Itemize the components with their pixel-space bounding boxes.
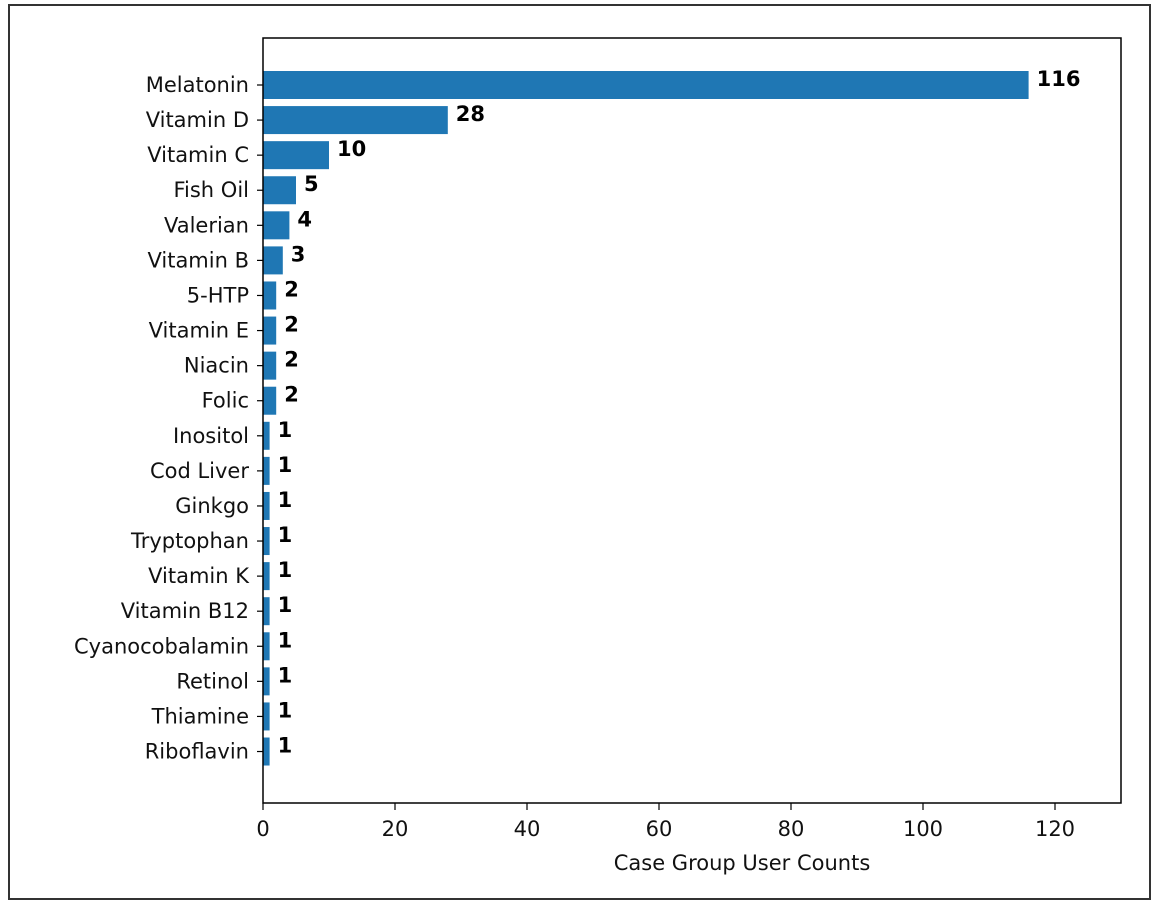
bar [263,281,277,310]
x-tick-label: 100 [903,817,943,841]
x-axis-title: Case Group User Counts [614,851,871,875]
value-label: 1 [278,453,293,477]
category-label: 5-HTP [187,283,249,307]
value-label: 1 [278,628,293,652]
value-label: 2 [284,277,299,301]
x-tick-label: 0 [256,817,269,841]
value-label: 2 [284,383,299,407]
plot-area-frame [262,37,1122,804]
value-label: 1 [278,663,293,687]
x-tick-label: 60 [646,817,673,841]
category-label: Riboflavin [145,740,249,764]
bar [263,491,270,520]
category-label: Vitamin C [147,143,249,167]
value-labels-group: 116 28 10 5 4 3 2 2 2 2 1 1 1 1 1 1 1 1 1 1 [278,67,1081,758]
x-tick-label: 20 [382,817,409,841]
bar [263,667,270,696]
bar [263,527,270,556]
category-label: Retinol [176,669,249,693]
bar [263,456,270,485]
bars-group [263,71,1029,766]
bar [263,702,270,731]
value-label: 1 [278,523,293,547]
x-tick-label: 120 [1035,817,1075,841]
bar [263,71,1029,99]
category-labels-group: Melatonin Vitamin D Vitamin C Fish Oil Valer… [74,73,250,764]
value-label: 3 [291,242,306,266]
bar [263,421,270,450]
value-label: 1 [278,558,293,582]
x-tick-label: 40 [514,817,541,841]
value-label: 1 [278,698,293,722]
bar [263,562,270,591]
category-label: Vitamin B [147,248,249,272]
value-label: 116 [1037,67,1081,91]
value-label: 2 [284,313,299,337]
bar [263,632,270,661]
value-label: 1 [278,488,293,512]
value-label: 1 [278,418,293,442]
value-label: 4 [297,207,312,231]
bar [263,737,270,766]
category-label: Inositol [173,424,249,448]
x-ticks-group: 0 20 40 60 80 100 120 [256,84,1075,841]
category-label: Tryptophan [130,529,249,553]
category-label: Cod Liver [150,459,249,483]
category-label: Folic [202,389,249,413]
category-label: Thiamine [151,704,249,728]
bar [263,316,277,345]
category-label: Vitamin B12 [121,599,249,623]
category-label: Vitamin E [149,319,249,343]
bar [263,597,270,626]
bar [263,351,277,380]
bar [263,246,283,275]
category-label: Vitamin K [148,564,250,588]
bar [263,386,277,415]
category-label: Melatonin [146,73,249,97]
value-label: 10 [337,137,366,161]
category-label: Fish Oil [173,178,249,202]
value-label: 1 [278,734,293,758]
category-label: Ginkgo [175,494,249,518]
bar [263,106,448,135]
category-label: Niacin [184,354,249,378]
bar [263,211,290,240]
bar [263,141,329,170]
value-label: 5 [304,172,319,196]
bar [263,176,296,205]
category-label: Cyanocobalamin [74,634,249,658]
value-label: 1 [278,593,293,617]
figure-frame [8,4,1151,900]
category-label: Valerian [164,213,249,237]
value-label: 28 [456,102,485,126]
category-label: Vitamin D [146,108,249,132]
value-label: 2 [284,348,299,372]
x-tick-label: 80 [778,817,805,841]
